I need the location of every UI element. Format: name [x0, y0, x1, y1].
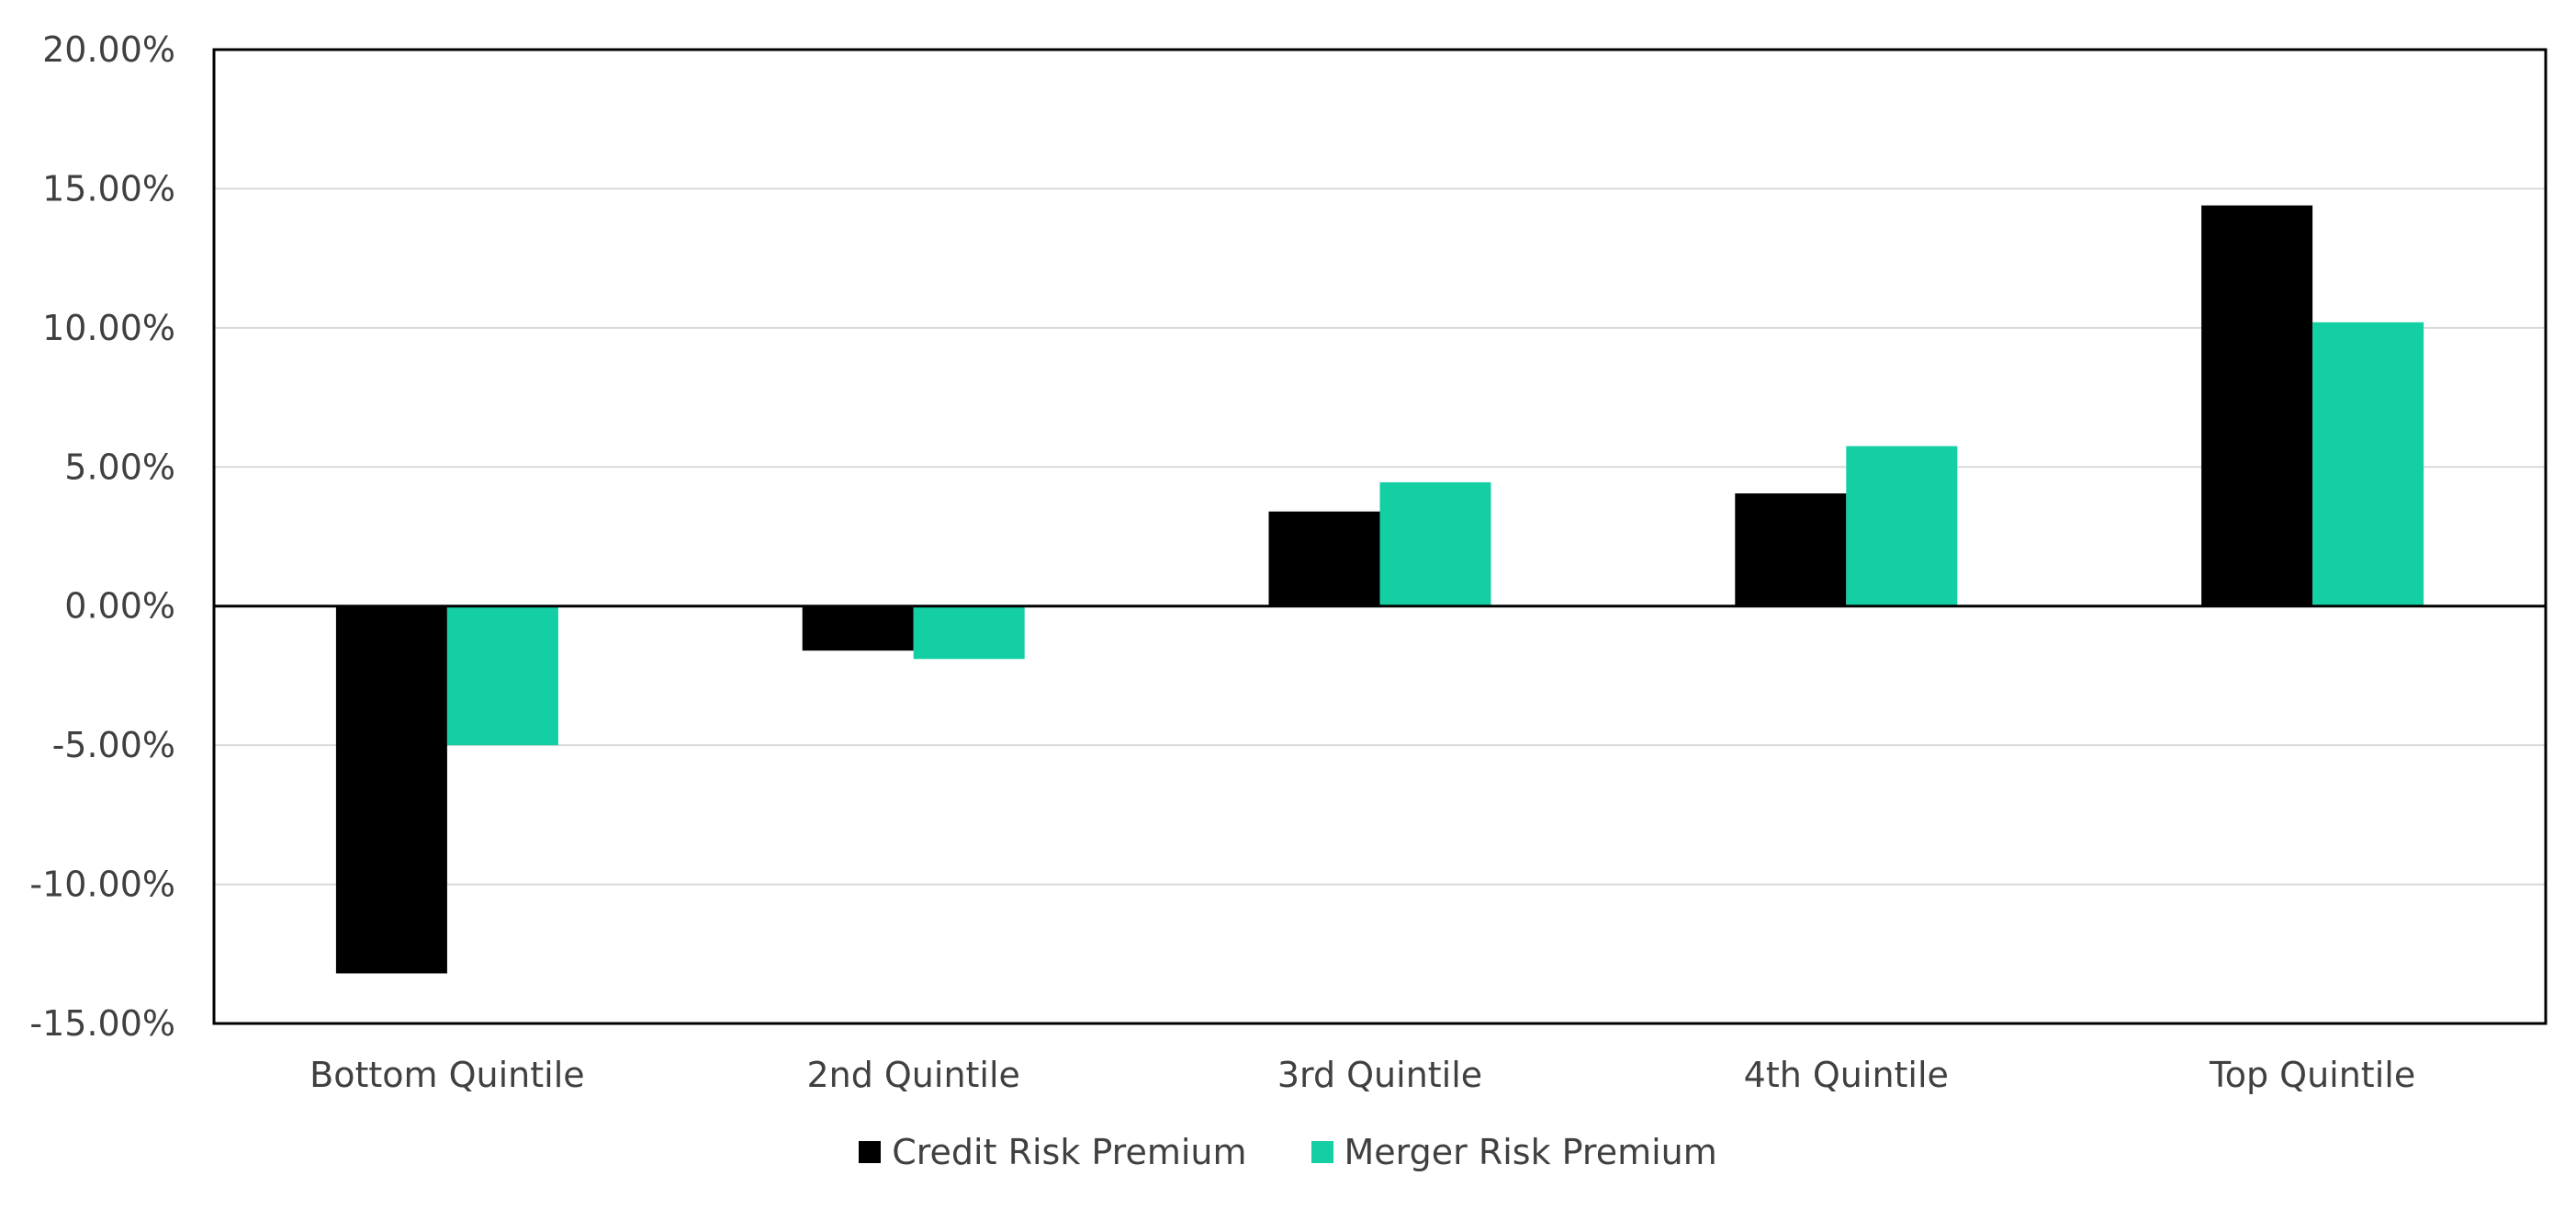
x-category-label: 3rd Quintile	[1277, 1055, 1482, 1095]
y-tick-label: 5.00%	[64, 447, 175, 487]
y-tick-label: 15.00%	[42, 168, 175, 209]
bar-merger-risk-premium	[1846, 446, 1958, 606]
x-category-label: Bottom Quintile	[309, 1055, 585, 1095]
bar-merger-risk-premium	[913, 605, 1025, 660]
y-tick-label: -15.00%	[29, 1003, 175, 1044]
bar-credit-risk-premium	[2201, 205, 2313, 606]
bar-credit-risk-premium	[335, 605, 447, 974]
x-axis-category-labels: Bottom Quintile 2nd Quintile 3rd Quintile 4…	[309, 1055, 2415, 1095]
bar-merger-risk-premium	[446, 605, 558, 746]
y-tick-label: -10.00%	[29, 865, 175, 905]
legend: Credit Risk Premium Merger Risk Premium	[0, 1132, 2576, 1172]
plot-border	[212, 48, 2548, 1025]
bar-merger-risk-premium	[1379, 481, 1491, 606]
legend-item-merger-risk-premium: Merger Risk Premium	[1310, 1132, 1717, 1172]
legend-swatch-merger-risk-premium	[1310, 1141, 1333, 1163]
bar-credit-risk-premium	[802, 605, 914, 651]
legend-label-credit-risk-premium: Credit Risk Premium	[892, 1132, 1247, 1172]
x-category-label: Top Quintile	[2209, 1055, 2415, 1095]
gridlines	[214, 187, 2546, 886]
x-category-label: 4th Quintile	[1744, 1055, 1949, 1095]
bar-merger-risk-premium	[2312, 322, 2424, 606]
bars	[335, 205, 2424, 974]
bar-credit-risk-premium	[1268, 511, 1380, 606]
y-tick-label: 0.00%	[64, 586, 175, 627]
y-tick-label: 20.00%	[42, 29, 175, 70]
y-axis-tick-labels: 20.00% 15.00% 10.00% 5.00% 0.00% -5.00% -10.00…	[29, 29, 175, 1044]
x-category-label: 2nd Quintile	[806, 1055, 1020, 1095]
axes	[212, 48, 2548, 1025]
legend-label-merger-risk-premium: Merger Risk Premium	[1344, 1132, 1717, 1172]
bar-credit-risk-premium	[1735, 493, 1847, 606]
y-tick-label: 10.00%	[42, 308, 175, 348]
y-tick-label: -5.00%	[52, 725, 175, 765]
legend-swatch-credit-risk-premium	[859, 1141, 882, 1163]
legend-item-credit-risk-premium: Credit Risk Premium	[859, 1132, 1247, 1172]
